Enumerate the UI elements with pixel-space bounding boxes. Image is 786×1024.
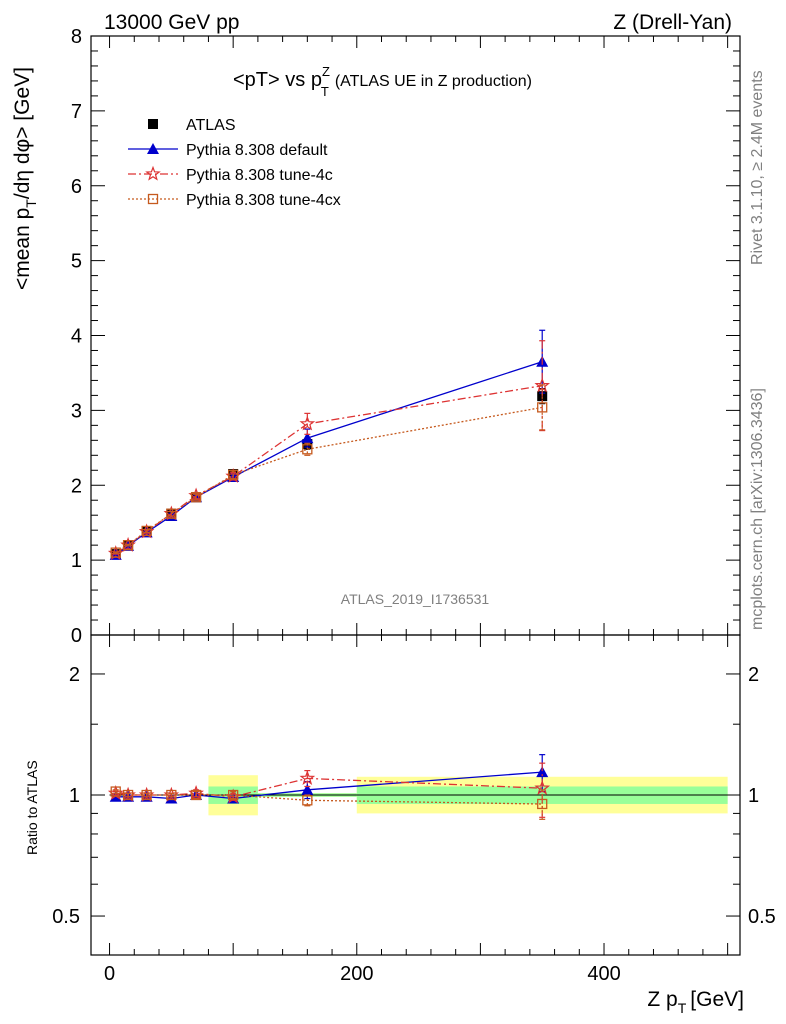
analysis-id: ATLAS_2019_I1736531 bbox=[341, 591, 490, 607]
ratio-line-pythia-8-308-tune-4cx bbox=[115, 790, 543, 805]
main-series-pythia-8-308-tune-4cx bbox=[110, 384, 548, 558]
main-y-tick-label: 8 bbox=[71, 26, 82, 48]
main-point bbox=[301, 432, 314, 444]
main-point bbox=[228, 469, 239, 480]
ratio-point bbox=[299, 770, 316, 786]
legend-marker bbox=[145, 165, 161, 181]
legend-marker bbox=[147, 143, 159, 154]
main-y-tick-label: 6 bbox=[71, 176, 82, 198]
ratio-point bbox=[537, 798, 548, 810]
x-tick-label: 400 bbox=[587, 963, 620, 985]
ratio-plot-area bbox=[107, 754, 551, 820]
ratio-point bbox=[302, 795, 313, 806]
main-point bbox=[537, 402, 548, 413]
legend-entry-pythia-8-308-default: Pythia 8.308 default bbox=[128, 142, 328, 159]
legend: ATLAS Pythia 8.308 default Pythia 8.308 tu… bbox=[128, 117, 341, 209]
main-y-tick-label: 2 bbox=[71, 475, 82, 497]
ratio-y-tick-label-right: 0.5 bbox=[748, 906, 776, 928]
header-left: 13000 GeV pp bbox=[104, 11, 239, 34]
legend-label: ATLAS bbox=[186, 117, 236, 134]
main-y-axis-label: <mean pT/dη dφ> [GeV] bbox=[11, 67, 39, 290]
main-title: <pT> vs pZ T(ATLAS UE in Z production) bbox=[233, 64, 532, 99]
ratio-point bbox=[141, 789, 152, 801]
rivet-label: Rivet 3.1.10, ≥ 2.4M events bbox=[749, 70, 766, 265]
ratio-y-tick-label-right: 2 bbox=[748, 664, 759, 686]
main-point bbox=[302, 444, 313, 455]
ratio-series-pythia-8-308-tune-4cx bbox=[110, 786, 548, 820]
main-point bbox=[190, 492, 202, 503]
x-tick-label: 200 bbox=[340, 963, 373, 985]
ratio-point bbox=[110, 786, 121, 797]
main-line-pythia-8-308-tune-4c bbox=[115, 385, 543, 554]
legend-entry-pythia-8-308-tune-4c: Pythia 8.308 tune-4c bbox=[128, 165, 333, 184]
main-y-tick-label: 7 bbox=[71, 101, 82, 123]
x-tick-label: 0 bbox=[104, 963, 115, 985]
mcplots-label: mcplots.cern.ch [arXiv:1306.3436] bbox=[749, 388, 766, 630]
ratio-y-tick-label-right: 1 bbox=[748, 785, 759, 807]
legend-marker bbox=[147, 193, 159, 205]
x-axis-label: Z pT [GeV] bbox=[647, 988, 744, 1016]
ratio-y-tick-label: 0.5 bbox=[52, 906, 80, 928]
legend-label: Pythia 8.308 tune-4cx bbox=[186, 192, 341, 209]
ratio-y-axis-label: Ratio to ATLAS bbox=[24, 760, 40, 855]
ratio-point bbox=[536, 766, 549, 778]
legend-entry-pythia-8-308-tune-4cx: Pythia 8.308 tune-4cx bbox=[128, 192, 341, 209]
ratio-y-tick-label: 1 bbox=[69, 785, 80, 807]
legend-label: Pythia 8.308 tune-4c bbox=[186, 167, 333, 184]
main-point bbox=[110, 547, 121, 558]
header-right: Z (Drell-Yan) bbox=[613, 11, 732, 34]
ratio-point bbox=[166, 789, 177, 801]
legend-entry-atlas: ATLAS bbox=[148, 117, 236, 134]
legend-label: Pythia 8.308 default bbox=[186, 142, 328, 159]
main-point bbox=[141, 525, 152, 537]
main-plot-area bbox=[107, 329, 551, 561]
axes: 0 200 400 0 1 2 3 4 5 6 7 8 0.5 0.5 1 1 2 2 bbox=[52, 26, 776, 985]
main-y-tick-label: 4 bbox=[71, 326, 82, 348]
ratio-point bbox=[228, 789, 239, 801]
main-point bbox=[534, 377, 551, 393]
main-y-tick-label: 3 bbox=[71, 400, 82, 422]
ratio-y-tick-label: 2 bbox=[69, 664, 80, 686]
main-y-tick-label: 1 bbox=[71, 550, 82, 572]
main-series-atlas bbox=[110, 388, 548, 560]
main-point bbox=[299, 415, 316, 431]
main-point bbox=[166, 508, 177, 519]
main-y-tick-label: 0 bbox=[71, 625, 82, 647]
ratio-point bbox=[122, 789, 134, 801]
main-series-pythia-8-308-tune-4c bbox=[107, 340, 551, 561]
ratio-point bbox=[301, 783, 314, 795]
ratio-point bbox=[190, 789, 202, 801]
legend-marker bbox=[148, 119, 158, 129]
main-y-tick-label: 5 bbox=[71, 251, 82, 273]
ratio-line-pythia-8-308-tune-4c bbox=[115, 777, 543, 798]
main-point bbox=[122, 540, 134, 551]
main-line-pythia-8-308-tune-4cx bbox=[115, 406, 543, 554]
main-line-pythia-8-308-default bbox=[115, 361, 543, 556]
